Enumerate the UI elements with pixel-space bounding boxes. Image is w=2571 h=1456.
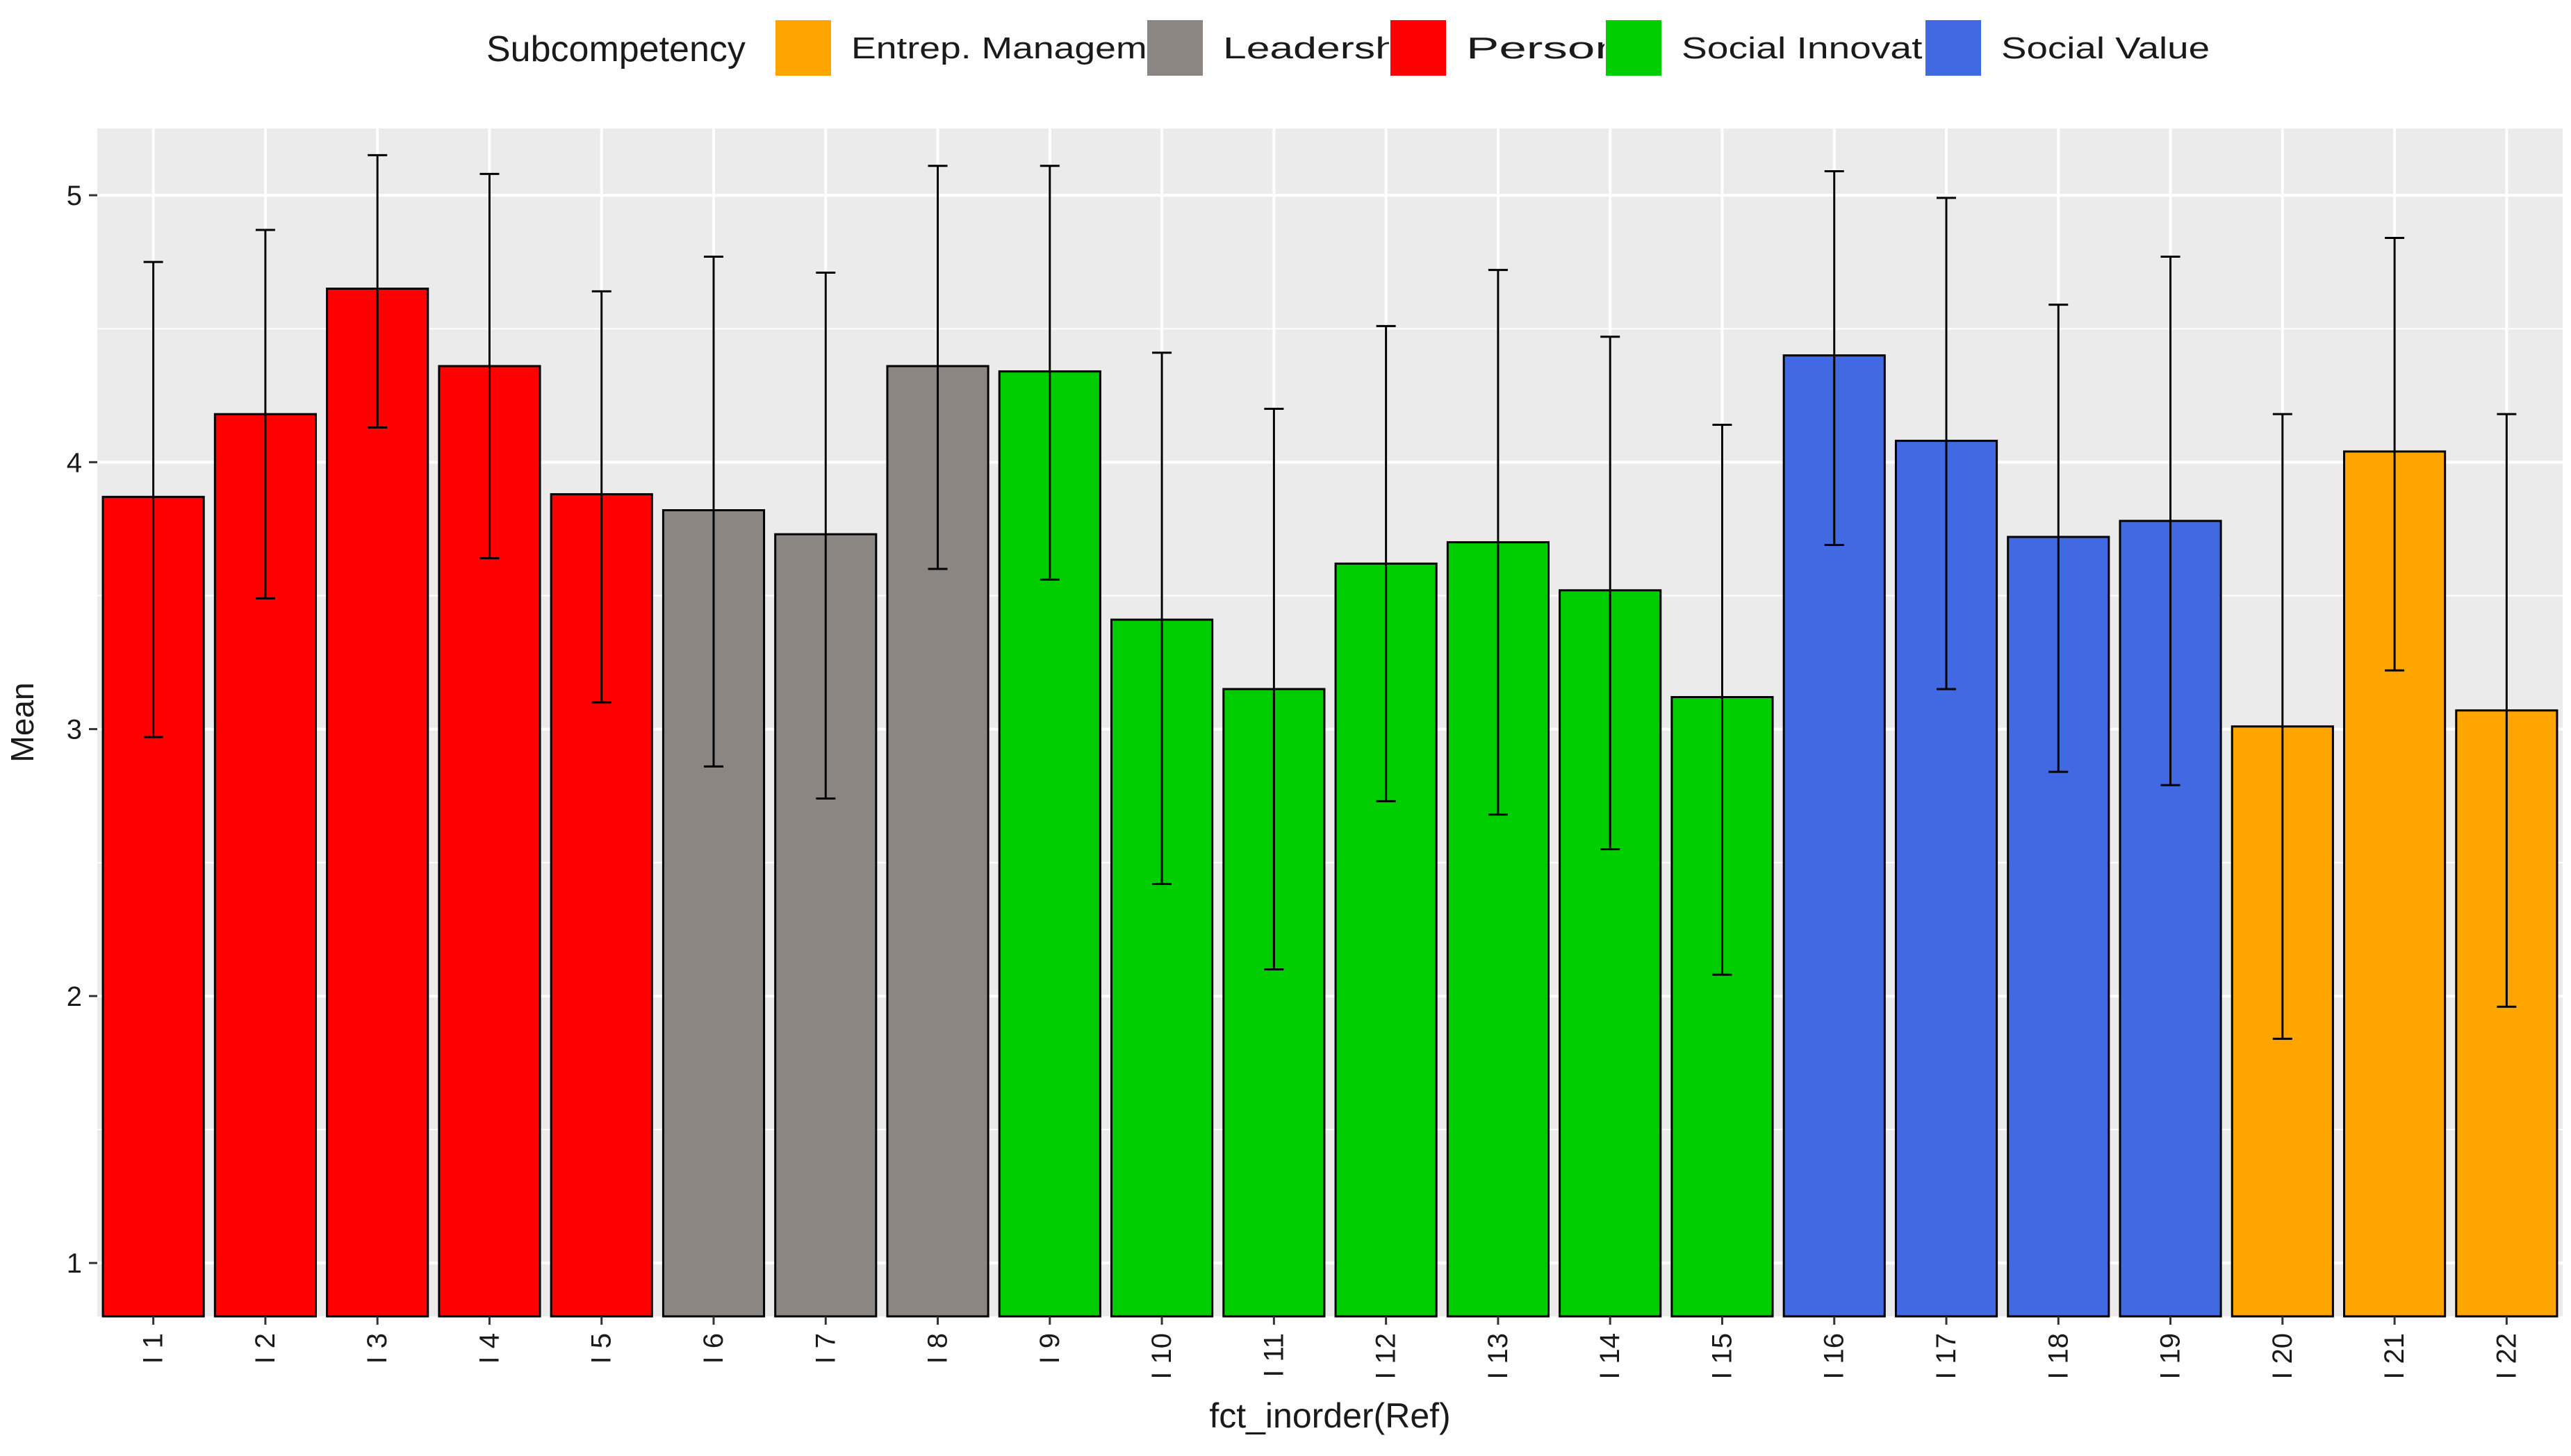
x-tick-label: I 12 <box>1371 1333 1402 1380</box>
y-tick-label: 5 <box>67 181 82 211</box>
x-tick-label: I 14 <box>1595 1333 1625 1380</box>
x-tick-label: I 6 <box>698 1333 729 1364</box>
x-tick-label: I 22 <box>2491 1333 2522 1380</box>
bar <box>326 288 429 1318</box>
x-tick-label: I 7 <box>810 1333 841 1364</box>
x-tick-label: I 21 <box>2379 1333 2410 1380</box>
legend: Subcompetency Entrep. Management Leadersh… <box>486 19 2210 77</box>
x-tick-label: I 15 <box>1707 1333 1737 1380</box>
x-tick-label: I 8 <box>923 1333 953 1364</box>
x-tick-label: I 17 <box>1931 1333 1962 1380</box>
y-tick-label: 4 <box>67 447 82 478</box>
x-tick-label: I 11 <box>1258 1333 1289 1378</box>
x-tick-label: I 4 <box>474 1333 504 1364</box>
x-tick-label: I 1 <box>138 1333 169 1364</box>
x-tick-label: I 18 <box>2043 1333 2073 1380</box>
legend-key <box>1146 19 1204 77</box>
x-tick-label: I 20 <box>2267 1333 2298 1380</box>
x-tick-label: I 13 <box>1483 1333 1513 1380</box>
legend-key <box>774 19 832 77</box>
y-tick-label: 1 <box>67 1248 82 1279</box>
plot-area: 1 2 3 4 5 I 1 I 2 I 3 I 4 I 5 I 6 I 7 I 8 I 9 I 10 I 11… <box>67 129 2563 1380</box>
legend-label: Social Value <box>2001 31 2210 65</box>
legend-label: Entrep. Management <box>851 31 1199 65</box>
x-tick-label: I 2 <box>250 1333 281 1364</box>
legend-key <box>1604 19 1663 77</box>
y-tick-label: 3 <box>67 715 82 745</box>
x-tick-label: I 5 <box>586 1333 617 1364</box>
x-tick-label: I 3 <box>362 1333 393 1364</box>
y-axis-label: Mean <box>4 682 40 762</box>
legend-key <box>1924 19 1982 77</box>
x-tick-label: I 9 <box>1035 1333 1065 1364</box>
x-tick-label: I 19 <box>2155 1333 2186 1380</box>
x-tick-label: I 10 <box>1147 1333 1177 1380</box>
x-tick-label: I 16 <box>1819 1333 1850 1380</box>
legend-title: Subcompetency <box>486 29 746 69</box>
y-tick-label: 2 <box>67 982 82 1012</box>
legend-key <box>1389 19 1447 77</box>
x-axis-label: fct_inorder(Ref) <box>1209 1396 1450 1435</box>
